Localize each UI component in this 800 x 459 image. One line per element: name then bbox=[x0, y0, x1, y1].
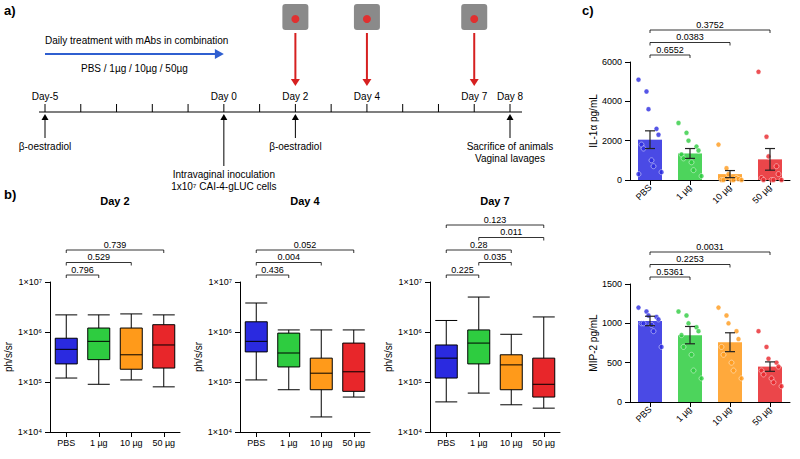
svg-text:1×10⁷: 1×10⁷ bbox=[398, 277, 422, 287]
svg-text:PBS: PBS bbox=[437, 438, 455, 448]
svg-text:1x10⁷ CAI-4-gLUC cells: 1x10⁷ CAI-4-gLUC cells bbox=[171, 181, 276, 192]
svg-text:1×10⁶: 1×10⁶ bbox=[18, 327, 42, 337]
svg-text:10 µg: 10 µg bbox=[310, 438, 333, 448]
svg-text:PBS: PBS bbox=[57, 438, 75, 448]
svg-text:1×10⁴: 1×10⁴ bbox=[18, 427, 42, 437]
svg-text:0.529: 0.529 bbox=[87, 252, 110, 262]
svg-text:6000: 6000 bbox=[602, 57, 622, 67]
svg-text:1×10⁵: 1×10⁵ bbox=[18, 377, 42, 387]
svg-text:0.2253: 0.2253 bbox=[676, 254, 704, 264]
svg-text:1000: 1000 bbox=[602, 318, 622, 328]
svg-text:a): a) bbox=[4, 3, 16, 18]
svg-text:1×10⁵: 1×10⁵ bbox=[208, 377, 232, 387]
svg-text:50 µg: 50 µg bbox=[342, 438, 365, 448]
svg-text:Sacrifice of animals: Sacrifice of animals bbox=[467, 141, 554, 152]
svg-text:500: 500 bbox=[607, 358, 622, 368]
svg-text:50 µg: 50 µg bbox=[532, 438, 555, 448]
svg-text:10 µg: 10 µg bbox=[710, 182, 733, 205]
svg-text:1×10⁵: 1×10⁵ bbox=[398, 377, 422, 387]
svg-text:Vaginal lavages: Vaginal lavages bbox=[475, 153, 545, 164]
svg-text:0.0383: 0.0383 bbox=[676, 32, 704, 42]
svg-text:2000: 2000 bbox=[602, 136, 622, 146]
svg-text:1×10⁶: 1×10⁶ bbox=[208, 327, 232, 337]
svg-text:1 µg: 1 µg bbox=[470, 438, 488, 448]
svg-text:PBS: PBS bbox=[634, 404, 654, 424]
svg-text:0.035: 0.035 bbox=[484, 252, 507, 262]
svg-text:IL-1α pg/mL: IL-1α pg/mL bbox=[588, 94, 599, 148]
svg-text:0.004: 0.004 bbox=[277, 252, 300, 262]
svg-text:1×10⁴: 1×10⁴ bbox=[208, 427, 232, 437]
svg-text:c): c) bbox=[582, 3, 594, 18]
svg-text:10 µg: 10 µg bbox=[500, 438, 523, 448]
svg-text:4000: 4000 bbox=[602, 96, 622, 106]
svg-text:Day 4: Day 4 bbox=[290, 195, 320, 207]
svg-text:Day 4: Day 4 bbox=[354, 91, 381, 102]
svg-text:PBS: PBS bbox=[247, 438, 265, 448]
svg-text:1 µg: 1 µg bbox=[674, 404, 694, 424]
svg-text:50 µg: 50 µg bbox=[152, 438, 175, 448]
svg-text:10 µg: 10 µg bbox=[120, 438, 143, 448]
svg-text:β-oestradiol: β-oestradiol bbox=[269, 141, 321, 152]
svg-text:1 µg: 1 µg bbox=[674, 182, 694, 202]
svg-text:1×10⁷: 1×10⁷ bbox=[208, 277, 232, 287]
svg-text:1 µg: 1 µg bbox=[280, 438, 298, 448]
svg-text:ph/s/sr: ph/s/sr bbox=[383, 341, 394, 372]
svg-text:0.0031: 0.0031 bbox=[696, 242, 724, 252]
svg-text:ph/s/sr: ph/s/sr bbox=[193, 341, 204, 372]
svg-text:0.123: 0.123 bbox=[484, 215, 507, 225]
svg-text:0.225: 0.225 bbox=[451, 265, 474, 275]
svg-text:Day 2: Day 2 bbox=[282, 91, 309, 102]
svg-text:10 µg: 10 µg bbox=[710, 404, 733, 427]
svg-text:Day 2: Day 2 bbox=[100, 195, 129, 207]
svg-text:1×10⁷: 1×10⁷ bbox=[18, 277, 42, 287]
svg-text:0.3752: 0.3752 bbox=[696, 20, 724, 30]
svg-text:1×10⁴: 1×10⁴ bbox=[398, 427, 422, 437]
svg-text:0: 0 bbox=[617, 397, 622, 407]
svg-text:PBS / 1µg / 10µg / 50µg: PBS / 1µg / 10µg / 50µg bbox=[81, 63, 188, 74]
svg-text:0: 0 bbox=[617, 175, 622, 185]
svg-text:0.436: 0.436 bbox=[261, 265, 284, 275]
svg-text:Intravaginal inoculation: Intravaginal inoculation bbox=[173, 169, 275, 180]
svg-text:Day-5: Day-5 bbox=[32, 91, 59, 102]
svg-text:1 µg: 1 µg bbox=[90, 438, 108, 448]
svg-text:0.5361: 0.5361 bbox=[656, 267, 684, 277]
svg-text:MIP-2 pg/mL: MIP-2 pg/mL bbox=[588, 314, 599, 372]
svg-text:0.796: 0.796 bbox=[71, 265, 94, 275]
svg-text:0.052: 0.052 bbox=[294, 240, 317, 250]
svg-text:Day 7: Day 7 bbox=[461, 91, 488, 102]
svg-text:Day 0: Day 0 bbox=[211, 91, 238, 102]
svg-text:50 µg: 50 µg bbox=[750, 404, 773, 427]
svg-text:ph/s/sr: ph/s/sr bbox=[3, 341, 14, 372]
svg-text:0.011: 0.011 bbox=[500, 227, 522, 237]
svg-text:0.28: 0.28 bbox=[470, 240, 488, 250]
svg-text:Day 7: Day 7 bbox=[480, 195, 509, 207]
svg-text:1×10⁶: 1×10⁶ bbox=[398, 327, 422, 337]
svg-text:1500: 1500 bbox=[602, 279, 622, 289]
svg-text:Daily treatment with mAbs in c: Daily treatment with mAbs in combination bbox=[45, 35, 228, 46]
svg-text:50 µg: 50 µg bbox=[750, 182, 773, 205]
svg-text:0.739: 0.739 bbox=[104, 240, 127, 250]
svg-text:PBS: PBS bbox=[634, 182, 654, 202]
svg-text:b): b) bbox=[4, 187, 16, 202]
svg-text:β-oestradiol: β-oestradiol bbox=[19, 141, 71, 152]
svg-text:0.6552: 0.6552 bbox=[656, 45, 684, 55]
svg-text:Day 8: Day 8 bbox=[497, 91, 524, 102]
